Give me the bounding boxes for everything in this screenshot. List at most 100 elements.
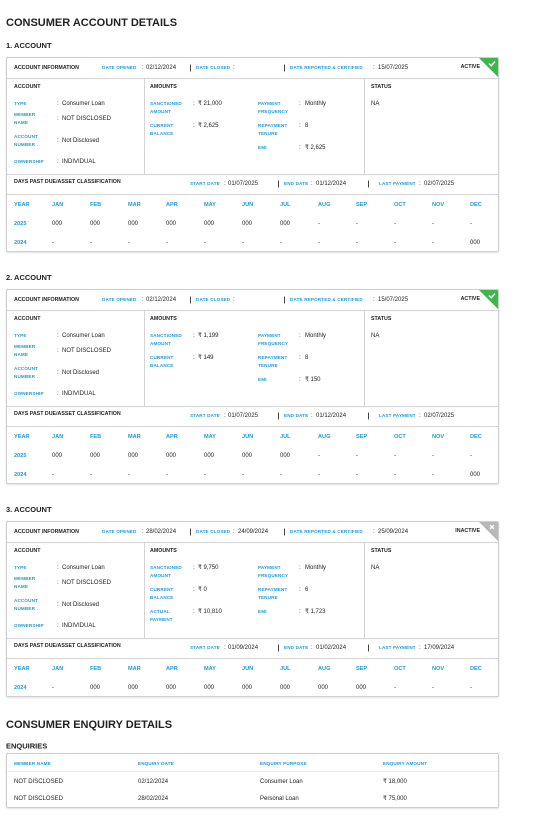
field-label: TYPE <box>14 101 27 106</box>
field-label: PAYMENT FREQUENCY <box>258 565 289 578</box>
status-badge: ACTIVE <box>460 64 480 70</box>
month-header: NOV <box>432 666 445 672</box>
field-label: CURRENT BALANCE <box>150 587 174 600</box>
field-value: Consumer Loan <box>62 101 105 107</box>
field-value: 8 <box>305 355 309 361</box>
field-value: ₹ 9,750 <box>198 565 219 571</box>
field-label: OWNERSHIP <box>14 391 44 396</box>
field-value: ₹ 2,625 <box>198 123 219 129</box>
month-header: MAY <box>204 666 216 672</box>
dpd-value: - <box>432 221 434 227</box>
dpd-value: - <box>394 685 396 691</box>
separator: : <box>142 297 144 303</box>
field-label: DATE OPENED <box>102 65 137 70</box>
field-label: MEMBER NAME <box>14 576 36 589</box>
account-card: ACCOUNT INFORMATION DATE OPENED:02/12/202… <box>6 289 499 484</box>
dpd-value: - <box>356 221 358 227</box>
divider <box>7 426 498 427</box>
separator: : <box>233 65 235 71</box>
divider <box>364 78 365 174</box>
separator: : <box>299 145 301 151</box>
dpd-value: - <box>204 472 206 478</box>
divider <box>7 78 498 79</box>
field-value: Monthly <box>305 101 327 107</box>
section-label: DAYS PAST DUE/ASSET CLASSIFICATION <box>14 411 121 417</box>
dpd-value: - <box>432 685 434 691</box>
table-cell: ₹ 75,000 <box>383 796 407 802</box>
dpd-value: 000 <box>242 221 253 227</box>
dpd-value: 000 <box>128 221 139 227</box>
divider <box>7 658 498 659</box>
field-label: DATE CLOSED <box>196 529 231 534</box>
check-icon <box>488 61 496 67</box>
field-value: NA <box>371 101 380 107</box>
separator: : <box>57 565 59 571</box>
dpd-value: - <box>318 472 320 478</box>
dpd-value: - <box>52 685 54 691</box>
badge-corner <box>479 522 498 541</box>
field-value: 01/12/2024 <box>316 181 347 187</box>
column-title: AMOUNTS <box>150 316 177 322</box>
dpd-value: - <box>394 453 396 459</box>
separator: : <box>419 413 421 419</box>
dpd-value: - <box>166 240 168 246</box>
separator: : <box>299 609 301 615</box>
divider <box>278 644 279 652</box>
table-cell: 28/02/2024 <box>138 796 169 802</box>
field-value: 15/07/2025 <box>378 297 409 303</box>
account-heading: 2. ACCOUNT <box>6 273 52 282</box>
month-header: FEB <box>90 666 102 672</box>
account-heading: 3. ACCOUNT <box>6 505 52 514</box>
section-subtitle: ENQUIRIES <box>6 741 48 751</box>
divider <box>7 638 498 639</box>
year-label: 2024 <box>14 240 27 246</box>
month-header: SEP <box>356 434 368 440</box>
field-value: 6 <box>305 587 309 593</box>
field-label: EMI <box>258 377 267 382</box>
dpd-value: - <box>470 221 472 227</box>
separator: : <box>224 181 226 187</box>
dpd-value: - <box>242 240 244 246</box>
divider <box>7 406 498 407</box>
field-label: ACCOUNT NUMBER <box>14 366 39 379</box>
separator: : <box>57 348 59 354</box>
dpd-value: 000 <box>90 685 101 691</box>
field-label: OWNERSHIP <box>14 159 44 164</box>
field-label: ACTUAL PAYMENT <box>150 609 173 622</box>
column-header: ENQUIRY PURPOSE <box>260 761 307 766</box>
divider <box>7 542 498 543</box>
separator: : <box>193 565 195 571</box>
field-value: NA <box>371 565 380 571</box>
column-header: ENQUIRY DATE <box>138 761 174 766</box>
dpd-value: 000 <box>242 453 253 459</box>
month-header: JUL <box>280 666 291 672</box>
dpd-value: - <box>242 472 244 478</box>
badge-corner <box>479 290 498 309</box>
table-cell: NOT DISCLOSED <box>14 779 63 785</box>
field-value: ₹ 21,000 <box>198 101 222 107</box>
field-label: DATE REPORTED & CERTIFIED <box>290 529 363 534</box>
field-label: TYPE <box>14 565 27 570</box>
separator: : <box>57 580 59 586</box>
dpd-value: 000 <box>204 685 215 691</box>
dpd-value: 000 <box>166 685 177 691</box>
field-label: START DATE <box>190 645 220 650</box>
status-badge: INACTIVE <box>455 528 480 534</box>
field-value: 17/09/2024 <box>424 645 455 651</box>
month-header: JUL <box>280 202 291 208</box>
month-header: DEC <box>470 434 482 440</box>
month-header: MAR <box>128 666 141 672</box>
field-value: NOT DISCLOSED <box>62 348 111 354</box>
dpd-value: 000 <box>166 221 177 227</box>
separator: : <box>142 65 144 71</box>
field-label: MEMBER NAME <box>14 112 36 125</box>
field-label: DATE OPENED <box>102 529 137 534</box>
separator: : <box>299 377 301 383</box>
check-icon <box>488 293 496 299</box>
month-header: MAR <box>128 202 141 208</box>
separator: : <box>57 370 59 376</box>
x-icon <box>489 524 495 530</box>
field-value: Monthly <box>305 333 327 339</box>
separator: : <box>299 123 301 129</box>
dpd-value: - <box>318 240 320 246</box>
